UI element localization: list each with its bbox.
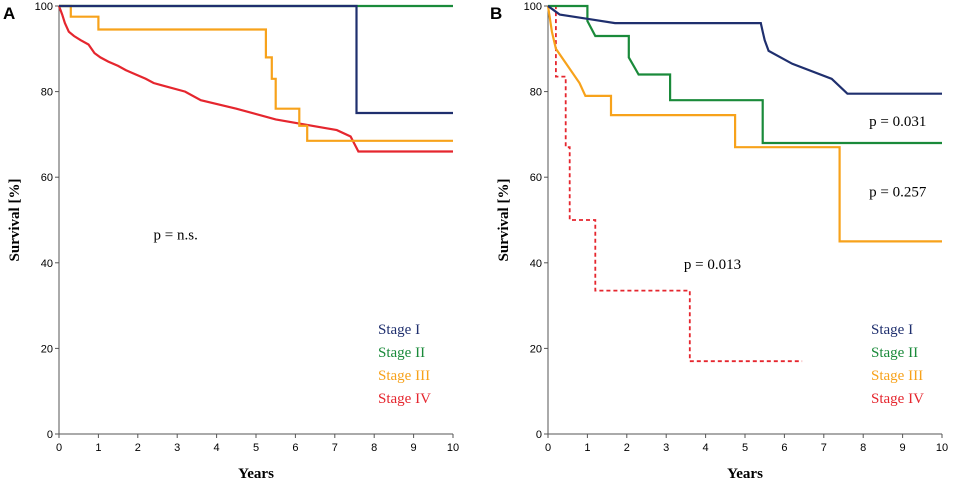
panel-a-x-tick-label: 3 xyxy=(174,442,180,454)
panel-b-p-value-annotation: p = 0.031 xyxy=(869,114,926,130)
panel-a-y-tick-label: 60 xyxy=(41,172,53,184)
panel-a-x-tick-label: 6 xyxy=(292,442,298,454)
panel-b-x-tick-label: 9 xyxy=(900,442,906,454)
panel-b-y-tick-label: 60 xyxy=(530,172,542,184)
panel-a-x-tick-label: 9 xyxy=(411,442,417,454)
panel-b-x-axis-title: Years xyxy=(727,466,763,482)
panel-a-legend-entry: Stage I xyxy=(378,322,420,338)
panel-a-series-stage-iii xyxy=(59,4,453,142)
panel-b-x-tick-label: 1 xyxy=(584,442,590,454)
panel-a-x-axis-title: Years xyxy=(238,466,274,482)
panel-b-y-tick-label: 40 xyxy=(530,258,542,270)
panel-a-x-tick-label: 2 xyxy=(135,442,141,454)
panel-b-x-tick-label: 4 xyxy=(703,442,709,454)
panel-a-y-axis-title: Survival [%] xyxy=(7,179,23,262)
panel-a-legend-entry: Stage III xyxy=(378,368,430,384)
panel-b-legend-entry: Stage II xyxy=(871,345,918,361)
panel-b-x-tick-label: 2 xyxy=(624,442,630,454)
panel-b-x-tick-label: 3 xyxy=(663,442,669,454)
panel-b-x-tick-label: 0 xyxy=(545,442,551,454)
panel-a-legend-entry: Stage IV xyxy=(378,391,431,407)
panel-b-y-axis-title: Survival [%] xyxy=(496,179,512,262)
panel-b-x-tick-label: 8 xyxy=(860,442,866,454)
panel-b-legend-entry: Stage I xyxy=(871,322,913,338)
panel-b-series-stage-i xyxy=(547,5,942,95)
panel-a-y-tick-label: 0 xyxy=(47,429,53,441)
panel-a-y-tick-label: 20 xyxy=(41,343,53,355)
panel-a-y-tick-label: 100 xyxy=(35,1,53,13)
panel-a-y-tick-label: 40 xyxy=(41,258,53,270)
panel-b-x-tick-label: 6 xyxy=(781,442,787,454)
panel-a-p-value-annotation: p = n.s. xyxy=(154,227,198,243)
panel-b-legend-entry: Stage III xyxy=(871,368,923,384)
panel-b-p-value-annotation: p = 0.257 xyxy=(869,184,927,200)
panel-a-x-tick-label: 4 xyxy=(214,442,220,454)
panel-b-y-tick-label: 0 xyxy=(536,429,542,441)
panel-a-x-tick-label: 10 xyxy=(447,442,459,454)
panel-a-x-tick-label: 7 xyxy=(332,442,338,454)
panel-a-x-tick-label: 0 xyxy=(56,442,62,454)
panel-b-legend-entry: Stage IV xyxy=(871,391,924,407)
panel-a-x-tick-label: 1 xyxy=(95,442,101,454)
panel-a-series-stage-iv xyxy=(57,5,453,153)
panel-a-x-tick-label: 5 xyxy=(253,442,259,454)
panel-b-y-tick-label: 100 xyxy=(524,1,542,13)
panel-b-y-tick-label: 20 xyxy=(530,343,542,355)
panel-b-x-tick-label: 5 xyxy=(742,442,748,454)
panel-b-y-tick-label: 80 xyxy=(530,87,542,99)
panel-a-label: A xyxy=(3,4,15,23)
panel-b-x-tick-label: 7 xyxy=(821,442,827,454)
panel-a-series-stage-i xyxy=(59,4,453,115)
panel-b-label: B xyxy=(490,4,502,23)
panel-a-y-tick-label: 80 xyxy=(41,87,53,99)
panel-b-p-value-annotation: p = 0.013 xyxy=(684,257,741,273)
panel-a-x-tick-label: 8 xyxy=(371,442,377,454)
panel-b-series-stage-iii xyxy=(546,5,942,243)
panel-a-legend-entry: Stage II xyxy=(378,345,425,361)
panel-b-x-tick-label: 10 xyxy=(936,442,948,454)
panel-b-series-stage-iv xyxy=(548,5,803,363)
